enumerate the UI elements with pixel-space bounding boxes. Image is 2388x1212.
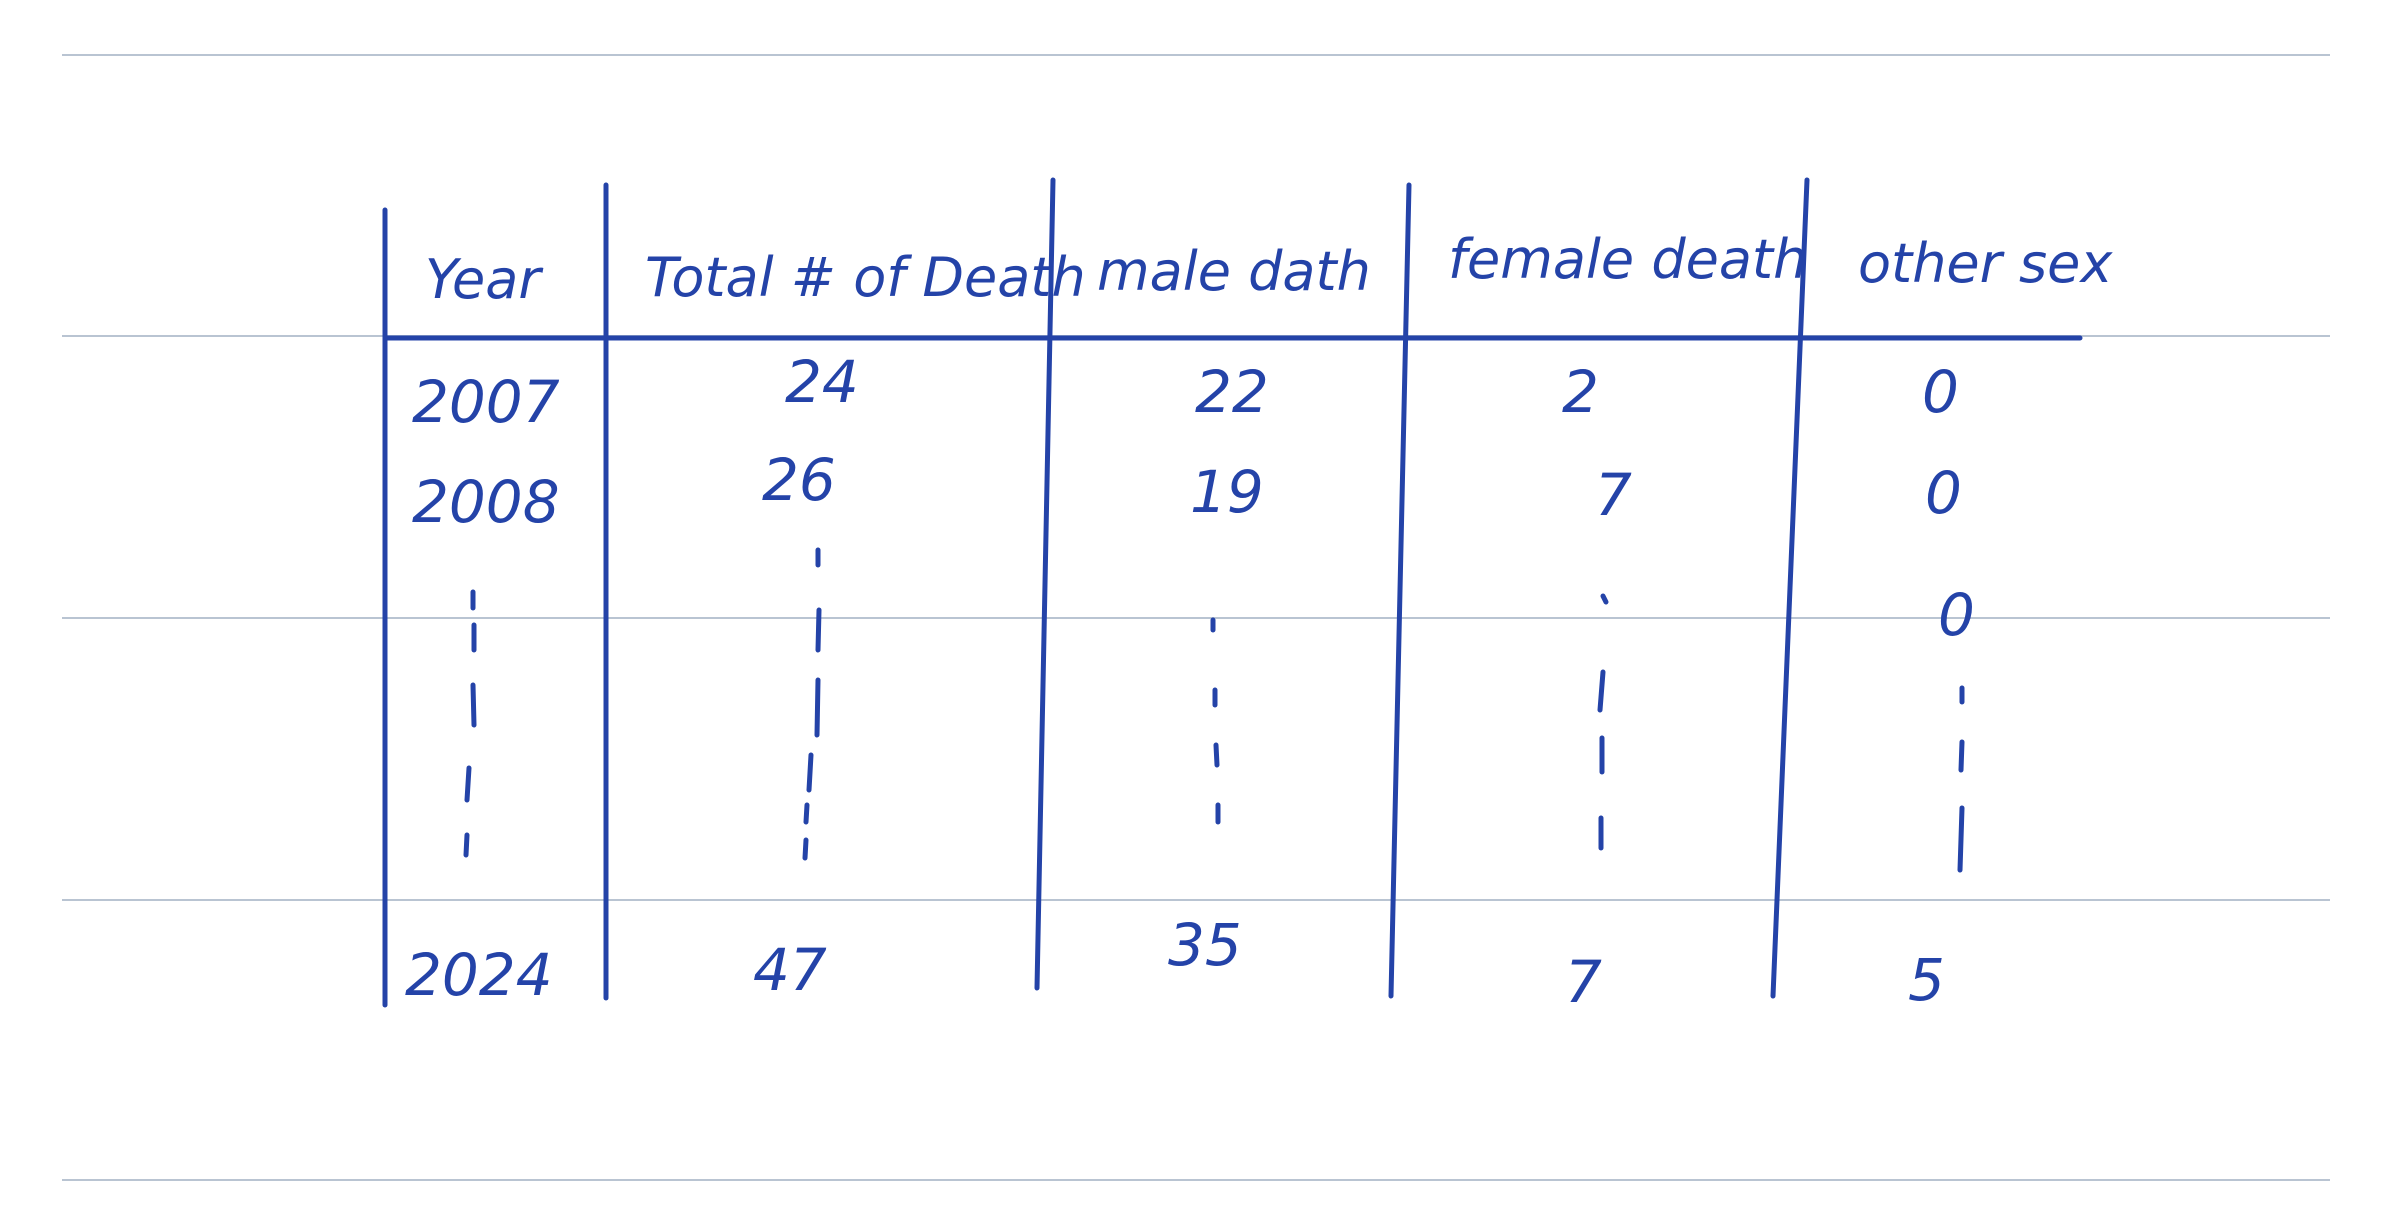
dash-mark bbox=[806, 752, 814, 793]
cell-total: 47 bbox=[753, 936, 827, 1004]
dash-mark bbox=[803, 802, 810, 825]
table-row: 2024 47 35 7 5 bbox=[405, 911, 1945, 1016]
column-divider bbox=[1388, 182, 1412, 999]
cell-other: 0 bbox=[1938, 581, 1975, 649]
continuation-marks bbox=[463, 547, 1965, 873]
cell-female: 7 bbox=[1565, 948, 1602, 1016]
dash-mark bbox=[1597, 669, 1606, 713]
cell-female: 2 bbox=[1562, 358, 1599, 426]
dash-mark bbox=[802, 837, 809, 861]
cell-other: 0 bbox=[1922, 358, 1959, 426]
cell-year: 2008 bbox=[412, 468, 560, 536]
cell-total: 26 bbox=[762, 446, 836, 514]
cell-other: 5 bbox=[1908, 946, 1945, 1014]
table-row: 0 bbox=[1938, 581, 1975, 649]
column-divider bbox=[1034, 177, 1056, 991]
cell-male: 22 bbox=[1195, 358, 1269, 426]
cell-year: 2007 bbox=[412, 368, 560, 436]
cell-other: 0 bbox=[1925, 459, 1962, 527]
header-other-sex: other sex bbox=[1858, 232, 2113, 295]
table-row: 2008 26 19 7 0 bbox=[412, 446, 1962, 536]
dash-mark bbox=[815, 607, 822, 653]
cell-year: 2024 bbox=[405, 941, 553, 1009]
cell-total: 24 bbox=[785, 348, 859, 416]
dash-mark bbox=[1600, 593, 1609, 605]
cell-male: 35 bbox=[1168, 911, 1242, 979]
header-female-deaths: female death bbox=[1448, 228, 1807, 291]
table-header: Year Total # of Death male dath female d… bbox=[425, 228, 2113, 311]
dash-mark bbox=[1958, 739, 1965, 773]
table-grid bbox=[382, 177, 2083, 1008]
header-total-deaths: Total # of Death bbox=[645, 246, 1086, 309]
header-year: Year bbox=[425, 248, 543, 311]
dash-mark bbox=[464, 765, 472, 803]
table-row: 2007 24 22 2 0 bbox=[412, 348, 1959, 436]
dash-mark bbox=[1957, 805, 1965, 873]
column-divider bbox=[1770, 177, 1810, 999]
dash-mark bbox=[470, 682, 477, 728]
dash-mark bbox=[814, 677, 821, 738]
dash-mark bbox=[463, 832, 470, 858]
ruled-lines bbox=[62, 54, 2330, 1181]
header-male-deaths: male dath bbox=[1097, 240, 1371, 303]
cell-female: 7 bbox=[1595, 461, 1632, 529]
dash-mark bbox=[1213, 742, 1220, 768]
cell-male: 19 bbox=[1190, 458, 1264, 526]
